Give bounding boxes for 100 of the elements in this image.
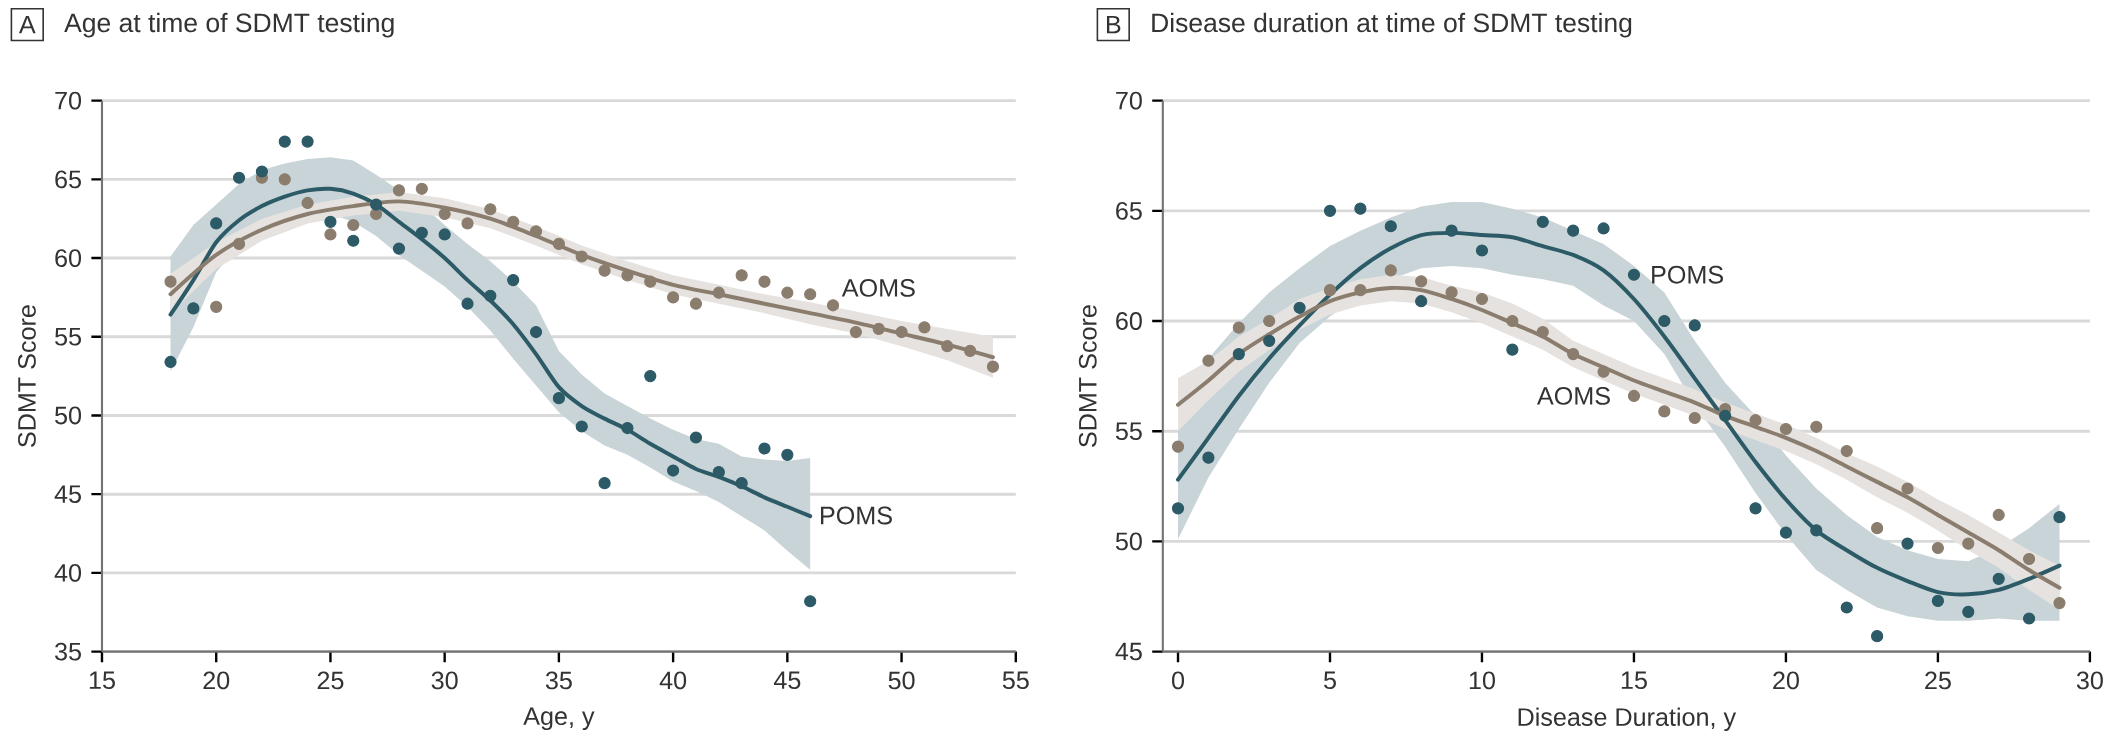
- x-tick-label: 0: [1172, 671, 1185, 690]
- point: [1171, 502, 1185, 515]
- point: [461, 297, 474, 310]
- point: [301, 135, 314, 148]
- text: A: [18, 15, 36, 34]
- y-tick-label: 55: [55, 327, 81, 346]
- point: [1354, 202, 1367, 215]
- point: [2022, 552, 2036, 565]
- point: [1202, 451, 1215, 464]
- point: [507, 273, 520, 287]
- point: [1992, 508, 2005, 521]
- point: [1506, 314, 1519, 327]
- point: [758, 275, 771, 288]
- point: [1719, 409, 1732, 422]
- point: [347, 234, 360, 247]
- point: [895, 325, 908, 338]
- point: [415, 226, 428, 239]
- point: [1810, 524, 1823, 537]
- point: [529, 225, 543, 238]
- y-axis-title: SDMT Score: [1078, 305, 1097, 447]
- point: [1931, 541, 1944, 554]
- point: [1901, 537, 1914, 550]
- point: [1749, 413, 1762, 427]
- point: [1415, 294, 1428, 308]
- text: B: [1106, 15, 1121, 34]
- x-tick-label: 20: [1773, 671, 1799, 690]
- y-tick-label: 45: [1115, 642, 1142, 661]
- x-tick-label: 55: [1002, 671, 1029, 689]
- x-tick-label: 50: [888, 671, 915, 690]
- y-axis-title: SDMT Score: [18, 305, 36, 447]
- y-tick-label: 65: [55, 170, 81, 189]
- y-tick-label: 60: [55, 248, 82, 267]
- y-tick-label: 35: [55, 642, 81, 661]
- point: [1232, 321, 1245, 334]
- point: [210, 300, 223, 313]
- point: [689, 297, 703, 310]
- x-tick-label: 25: [317, 671, 344, 690]
- point: [667, 464, 680, 477]
- point: [712, 465, 725, 479]
- point: [2053, 596, 2066, 610]
- point: [1323, 283, 1337, 297]
- point: [804, 287, 817, 301]
- point: [826, 299, 840, 312]
- point: [1384, 264, 1397, 277]
- point: [1475, 292, 1489, 305]
- point: [1779, 422, 1793, 435]
- point: [324, 215, 337, 228]
- point: [1962, 537, 1975, 550]
- point: [1749, 502, 1762, 515]
- series-label: POMS: [1652, 265, 1723, 284]
- point: [644, 275, 657, 288]
- point: [164, 275, 177, 288]
- x-axis-title: Age, y: [523, 707, 595, 730]
- y-tick-label: 55: [1115, 422, 1142, 440]
- point: [1202, 354, 1215, 367]
- chart-title: Disease duration at time of SDMT testing: [1152, 12, 1632, 38]
- point: [1931, 594, 1944, 607]
- point: [1415, 275, 1428, 288]
- point: [301, 196, 314, 209]
- y-tick-label: 40: [54, 563, 82, 582]
- point: [1688, 319, 1701, 332]
- x-tick-label: 40: [659, 671, 687, 690]
- point: [941, 339, 954, 353]
- point: [552, 237, 565, 250]
- point: [1658, 405, 1671, 418]
- y-tick-label: 70: [1116, 91, 1142, 110]
- point: [232, 171, 246, 184]
- point: [712, 286, 725, 299]
- point: [1384, 220, 1397, 233]
- point: [187, 302, 200, 315]
- point: [1232, 347, 1245, 360]
- point: [644, 369, 657, 383]
- point: [370, 198, 383, 211]
- point: [964, 344, 977, 357]
- point: [529, 325, 543, 338]
- point: [1962, 605, 1975, 618]
- series-label: AOMS: [841, 278, 915, 297]
- point: [689, 431, 703, 444]
- point: [1658, 314, 1671, 327]
- point: [210, 217, 223, 230]
- point: [1323, 204, 1337, 217]
- line-series: [168, 186, 813, 519]
- point: [1567, 224, 1580, 237]
- point: [415, 182, 428, 195]
- point: [232, 237, 246, 250]
- point: [1779, 526, 1793, 539]
- point: [575, 420, 588, 433]
- point: [1263, 314, 1276, 327]
- point: [507, 215, 520, 228]
- point: [552, 391, 565, 405]
- point: [392, 184, 406, 197]
- point: [849, 325, 862, 338]
- chart-title: Age at time of SDMT testing: [64, 12, 394, 38]
- y-tick-label: 45: [54, 485, 81, 503]
- point: [1871, 521, 1884, 535]
- point: [1567, 347, 1580, 360]
- point: [438, 228, 451, 241]
- point: [392, 242, 406, 255]
- x-tick-label: 30: [2076, 671, 2103, 690]
- point: [735, 269, 748, 282]
